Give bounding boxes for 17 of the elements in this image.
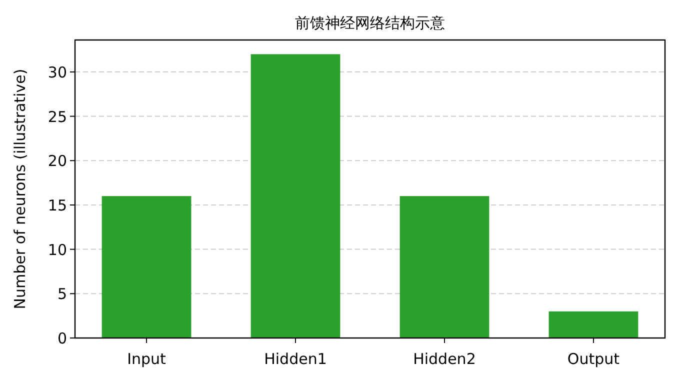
- y-tick-label: 25: [48, 108, 67, 126]
- y-tick-label: 30: [48, 63, 67, 82]
- bar: [102, 196, 192, 338]
- y-tick-label: 15: [48, 196, 67, 214]
- bar: [250, 54, 340, 338]
- chart-title: 前馈神经网络结构示意: [295, 14, 445, 32]
- y-tick-label: 5: [57, 285, 67, 304]
- y-tick-label: 0: [57, 330, 67, 348]
- y-tick-label: 20: [48, 152, 67, 170]
- y-axis-title: Number of neurons (illustrative): [11, 68, 29, 310]
- y-tick-label: 10: [48, 240, 67, 259]
- x-tick-label: Hidden1: [264, 350, 327, 368]
- x-tick-label: Input: [127, 350, 166, 368]
- bar: [400, 196, 490, 338]
- bar: [548, 311, 638, 338]
- x-tick-label: Hidden2: [413, 350, 476, 368]
- x-tick-label: Output: [567, 350, 620, 368]
